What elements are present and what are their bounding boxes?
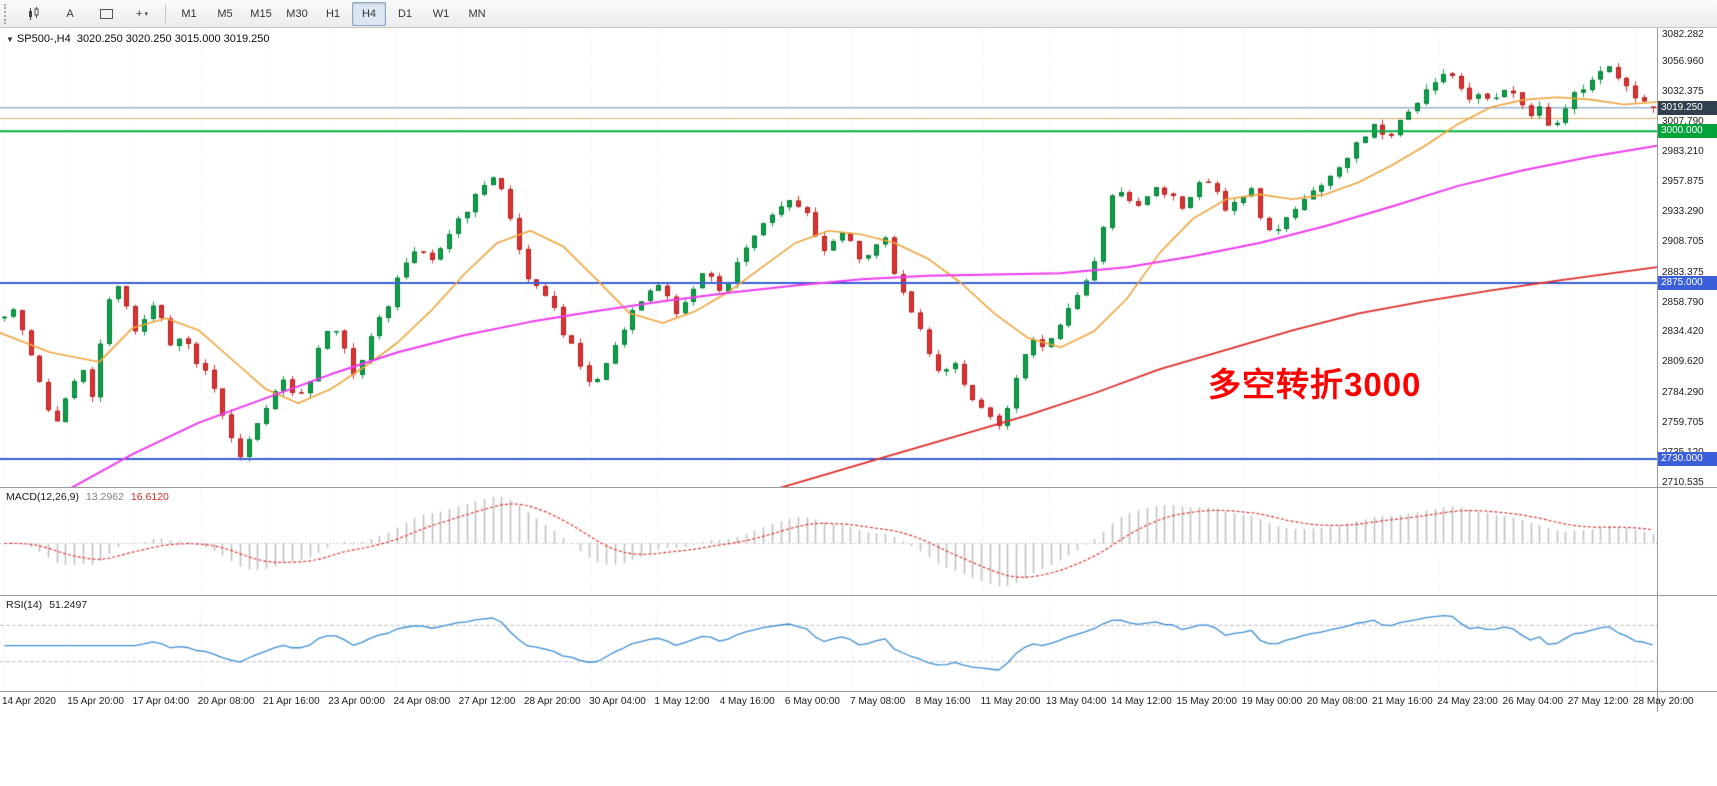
time-scale[interactable]: 14 Apr 2020 15 Apr 20:00 17 Apr 04:00 20 Ap… xyxy=(0,692,1694,712)
timeframe-button-d1[interactable]: D1 xyxy=(397,7,413,20)
time-axis-label: 21 Apr 16:00 xyxy=(262,696,320,707)
rsi-value: 51.2497 xyxy=(49,599,88,611)
chart-toolbar: A + ▾ M1 M5 M15 M30 H1 H4 D1 W1 MN xyxy=(0,0,1717,28)
macd-main-value: 13.2962 xyxy=(85,491,124,503)
price-axis-label: 2908.705 xyxy=(1662,236,1704,248)
time-axis-label: 20 Apr 08:00 xyxy=(197,696,255,707)
time-axis-label: 24 Apr 08:00 xyxy=(393,696,451,707)
chart-text-annotation[interactable]: 多空转折3000 xyxy=(1208,366,1422,403)
time-axis-label: 8 May 16:00 xyxy=(915,696,971,707)
timeframe-button-mn[interactable]: MN xyxy=(468,7,486,20)
price-axis-label: 3082.282 xyxy=(1662,29,1704,40)
price-axis-label: 2834.420 xyxy=(1662,326,1704,338)
panel-separator[interactable] xyxy=(0,595,1717,596)
price-axis-label: 2983.210 xyxy=(1662,145,1704,157)
price-axis-label: 3007.790 xyxy=(1662,115,1704,127)
price-axis-label: 2933.290 xyxy=(1662,206,1704,218)
price-axis-label: 2809.620 xyxy=(1662,356,1704,368)
timeframe-button-m30[interactable]: M30 xyxy=(286,7,308,20)
time-axis-label: 4 May 16:00 xyxy=(719,696,775,707)
price-axis-label: 3056.960 xyxy=(1662,56,1704,68)
price-tag-2875.000: 2875.000 xyxy=(1658,276,1717,290)
toolbar-separator xyxy=(165,4,166,23)
time-axis-label: 23 Apr 00:00 xyxy=(328,696,385,707)
timeframe-button-h4[interactable]: H4 xyxy=(352,1,386,26)
time-axis-label: 30 Apr 04:00 xyxy=(589,696,646,707)
time-axis-label: 6 May 00:00 xyxy=(784,696,840,707)
time-axis-label: 24 May 23:00 xyxy=(1437,696,1498,707)
macd-panel-canvas[interactable] xyxy=(0,488,1657,595)
time-axis-label: 15 Apr 20:00 xyxy=(67,696,124,707)
price-axis-label: 2710.535 xyxy=(1662,476,1704,488)
price-axis-label: 2957.875 xyxy=(1662,176,1704,188)
time-axis-label: 15 May 20:00 xyxy=(1176,696,1237,707)
price-axis-label: 3032.375 xyxy=(1662,85,1704,97)
price-axis-label: 2759.705 xyxy=(1662,417,1704,428)
crosshair-tool-icon[interactable]: + ▾ xyxy=(136,7,148,20)
time-axis-label: 11 May 20:00 xyxy=(980,696,1041,707)
price-tag-3019.250: 3019.250 xyxy=(1658,100,1717,115)
timeframe-button-w1[interactable]: W1 xyxy=(432,7,450,20)
annotation-tool-icon[interactable]: A xyxy=(66,7,74,20)
macd-signal-value: 16.6120 xyxy=(130,491,169,503)
timeframe-button-m5[interactable]: M5 xyxy=(217,7,233,20)
time-axis-label: 19 May 00:00 xyxy=(1241,696,1303,707)
toolbar-drag-handle[interactable] xyxy=(4,3,11,24)
price-axis-label: 2858.790 xyxy=(1662,296,1704,308)
time-axis-label: 27 Apr 12:00 xyxy=(458,696,516,707)
price-chart-canvas[interactable] xyxy=(0,28,1657,487)
time-axis-label: 17 Apr 04:00 xyxy=(132,696,190,707)
rsi-panel-canvas[interactable] xyxy=(0,596,1657,691)
timeframe-buttons-group: M1 M5 M15 M30 H1 H4 D1 W1 MN xyxy=(171,1,495,26)
symbol-ohlc-text: SP500-,H4 3020.250 3020.250 3015.000 301… xyxy=(16,33,270,45)
candlestick-tool-icon[interactable] xyxy=(17,2,51,26)
price-tag-3000.000: 3000.000 xyxy=(1658,124,1717,139)
rsi-indicator-label: RSI(14) 51.2497 xyxy=(6,599,87,611)
chart-symbol-ohlc: ▼ SP500-,H4 3020.250 3020.250 3015.000 30… xyxy=(6,33,270,45)
time-axis-label: 14 Apr 2020 xyxy=(2,696,56,707)
collapse-icon: ▼ xyxy=(6,35,14,44)
time-axis-label: 27 May 12:00 xyxy=(1567,696,1629,707)
rsi-name: RSI(14) xyxy=(6,599,43,611)
time-axis-label: 20 May 08:00 xyxy=(1306,696,1368,707)
dropdown-caret-icon: ▾ xyxy=(144,10,148,18)
macd-indicator-label: MACD(12,26,9) 13.2962 16.6120 xyxy=(6,491,169,503)
time-axis-label: 14 May 12:00 xyxy=(1111,696,1172,707)
price-axis-label: 2883.375 xyxy=(1662,266,1704,278)
price-tag-2730.000: 2730.000 xyxy=(1658,452,1717,467)
panel-separator[interactable] xyxy=(0,487,1717,488)
drawing-tools-group: A + ▾ xyxy=(16,2,160,26)
timeframe-button-m15[interactable]: M15 xyxy=(250,7,272,20)
time-axis-label: 26 May 04:00 xyxy=(1502,696,1564,707)
time-axis-label: 28 May 20:00 xyxy=(1633,696,1694,707)
time-axis-label: 1 May 12:00 xyxy=(654,696,710,707)
time-axis-label: 13 May 04:00 xyxy=(1045,696,1107,707)
time-axis-label: 7 May 08:00 xyxy=(850,696,906,707)
time-axis-label: 21 May 16:00 xyxy=(1372,696,1433,707)
panel-separator[interactable] xyxy=(0,691,1717,692)
macd-name: MACD(12,26,9) xyxy=(6,491,79,503)
price-scale[interactable]: 3082.282 3056.960 3032.375 3007.790 2983.210… xyxy=(1657,28,1717,712)
timeframe-button-h1[interactable]: H1 xyxy=(325,7,341,20)
timeframe-button-m1[interactable]: M1 xyxy=(181,7,197,20)
price-axis-label: 2784.290 xyxy=(1662,387,1704,399)
time-axis-label: 28 Apr 20:00 xyxy=(523,696,581,707)
rectangle-tool-icon[interactable] xyxy=(89,2,123,26)
